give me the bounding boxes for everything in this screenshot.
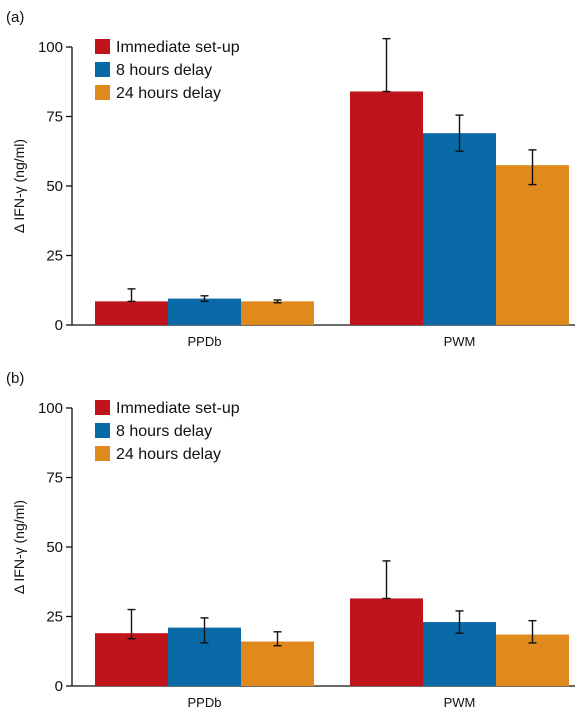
y-tick-label: 25 <box>46 248 63 265</box>
x-tick-label: PWM <box>444 695 476 708</box>
legend-swatch-3 <box>95 85 110 100</box>
y-axis-title: Δ IFN-γ (ng/ml) <box>11 500 27 594</box>
bar-ppdb-series-1 <box>95 301 168 325</box>
bar-ppdb-series-2 <box>168 298 241 325</box>
y-tick-label: 25 <box>46 609 63 626</box>
x-tick-label: PWM <box>444 334 476 349</box>
legend-swatch-2 <box>95 62 110 77</box>
bar-pwm-series-1 <box>350 598 423 686</box>
legend-swatch-1 <box>95 39 110 54</box>
bar-ppdb-series-3 <box>241 301 314 325</box>
y-tick-label: 75 <box>46 109 63 126</box>
y-tick-label: 0 <box>55 317 63 334</box>
y-tick-label: 0 <box>55 678 63 695</box>
legend-label-2: 8 hours delay <box>116 62 212 79</box>
bar-pwm-series-1 <box>350 91 423 325</box>
chart-panel-a: (a) 0 25 50 75 100 Δ IFN-γ (ng/ml) PPDb PWM Immed… <box>6 9 575 349</box>
legend-label-2: 8 hours delay <box>116 423 212 440</box>
legend-label-3: 24 hours delay <box>116 446 221 463</box>
y-tick-label: 50 <box>46 178 63 195</box>
bar-pwm-series-3 <box>496 165 569 325</box>
bar-ppdb-series-3 <box>241 641 314 686</box>
y-tick-label: 75 <box>46 470 63 487</box>
y-axis-title: Δ IFN-γ (ng/ml) <box>11 139 27 233</box>
legend-swatch-3 <box>95 446 110 461</box>
legend-swatch-2 <box>95 423 110 438</box>
y-tick-label: 50 <box>46 539 63 556</box>
x-tick-label: PPDb <box>188 695 222 708</box>
bar-pwm-series-2 <box>423 133 496 325</box>
legend-label-1: Immediate set-up <box>116 39 240 56</box>
x-tick-label: PPDb <box>188 334 222 349</box>
chart-panel-b: (b) 0 25 50 75 100 Δ IFN-γ (ng/ml) PPDb PWM Immed… <box>6 370 575 710</box>
panel-label: (b) <box>6 370 24 387</box>
bar-ppdb-series-1 <box>95 633 168 686</box>
y-tick-label: 100 <box>38 39 63 56</box>
legend-label-1: Immediate set-up <box>116 400 240 417</box>
legend-swatch-1 <box>95 400 110 415</box>
legend-label-3: 24 hours delay <box>116 85 221 102</box>
y-tick-label: 100 <box>38 400 63 417</box>
panel-label: (a) <box>6 9 24 26</box>
